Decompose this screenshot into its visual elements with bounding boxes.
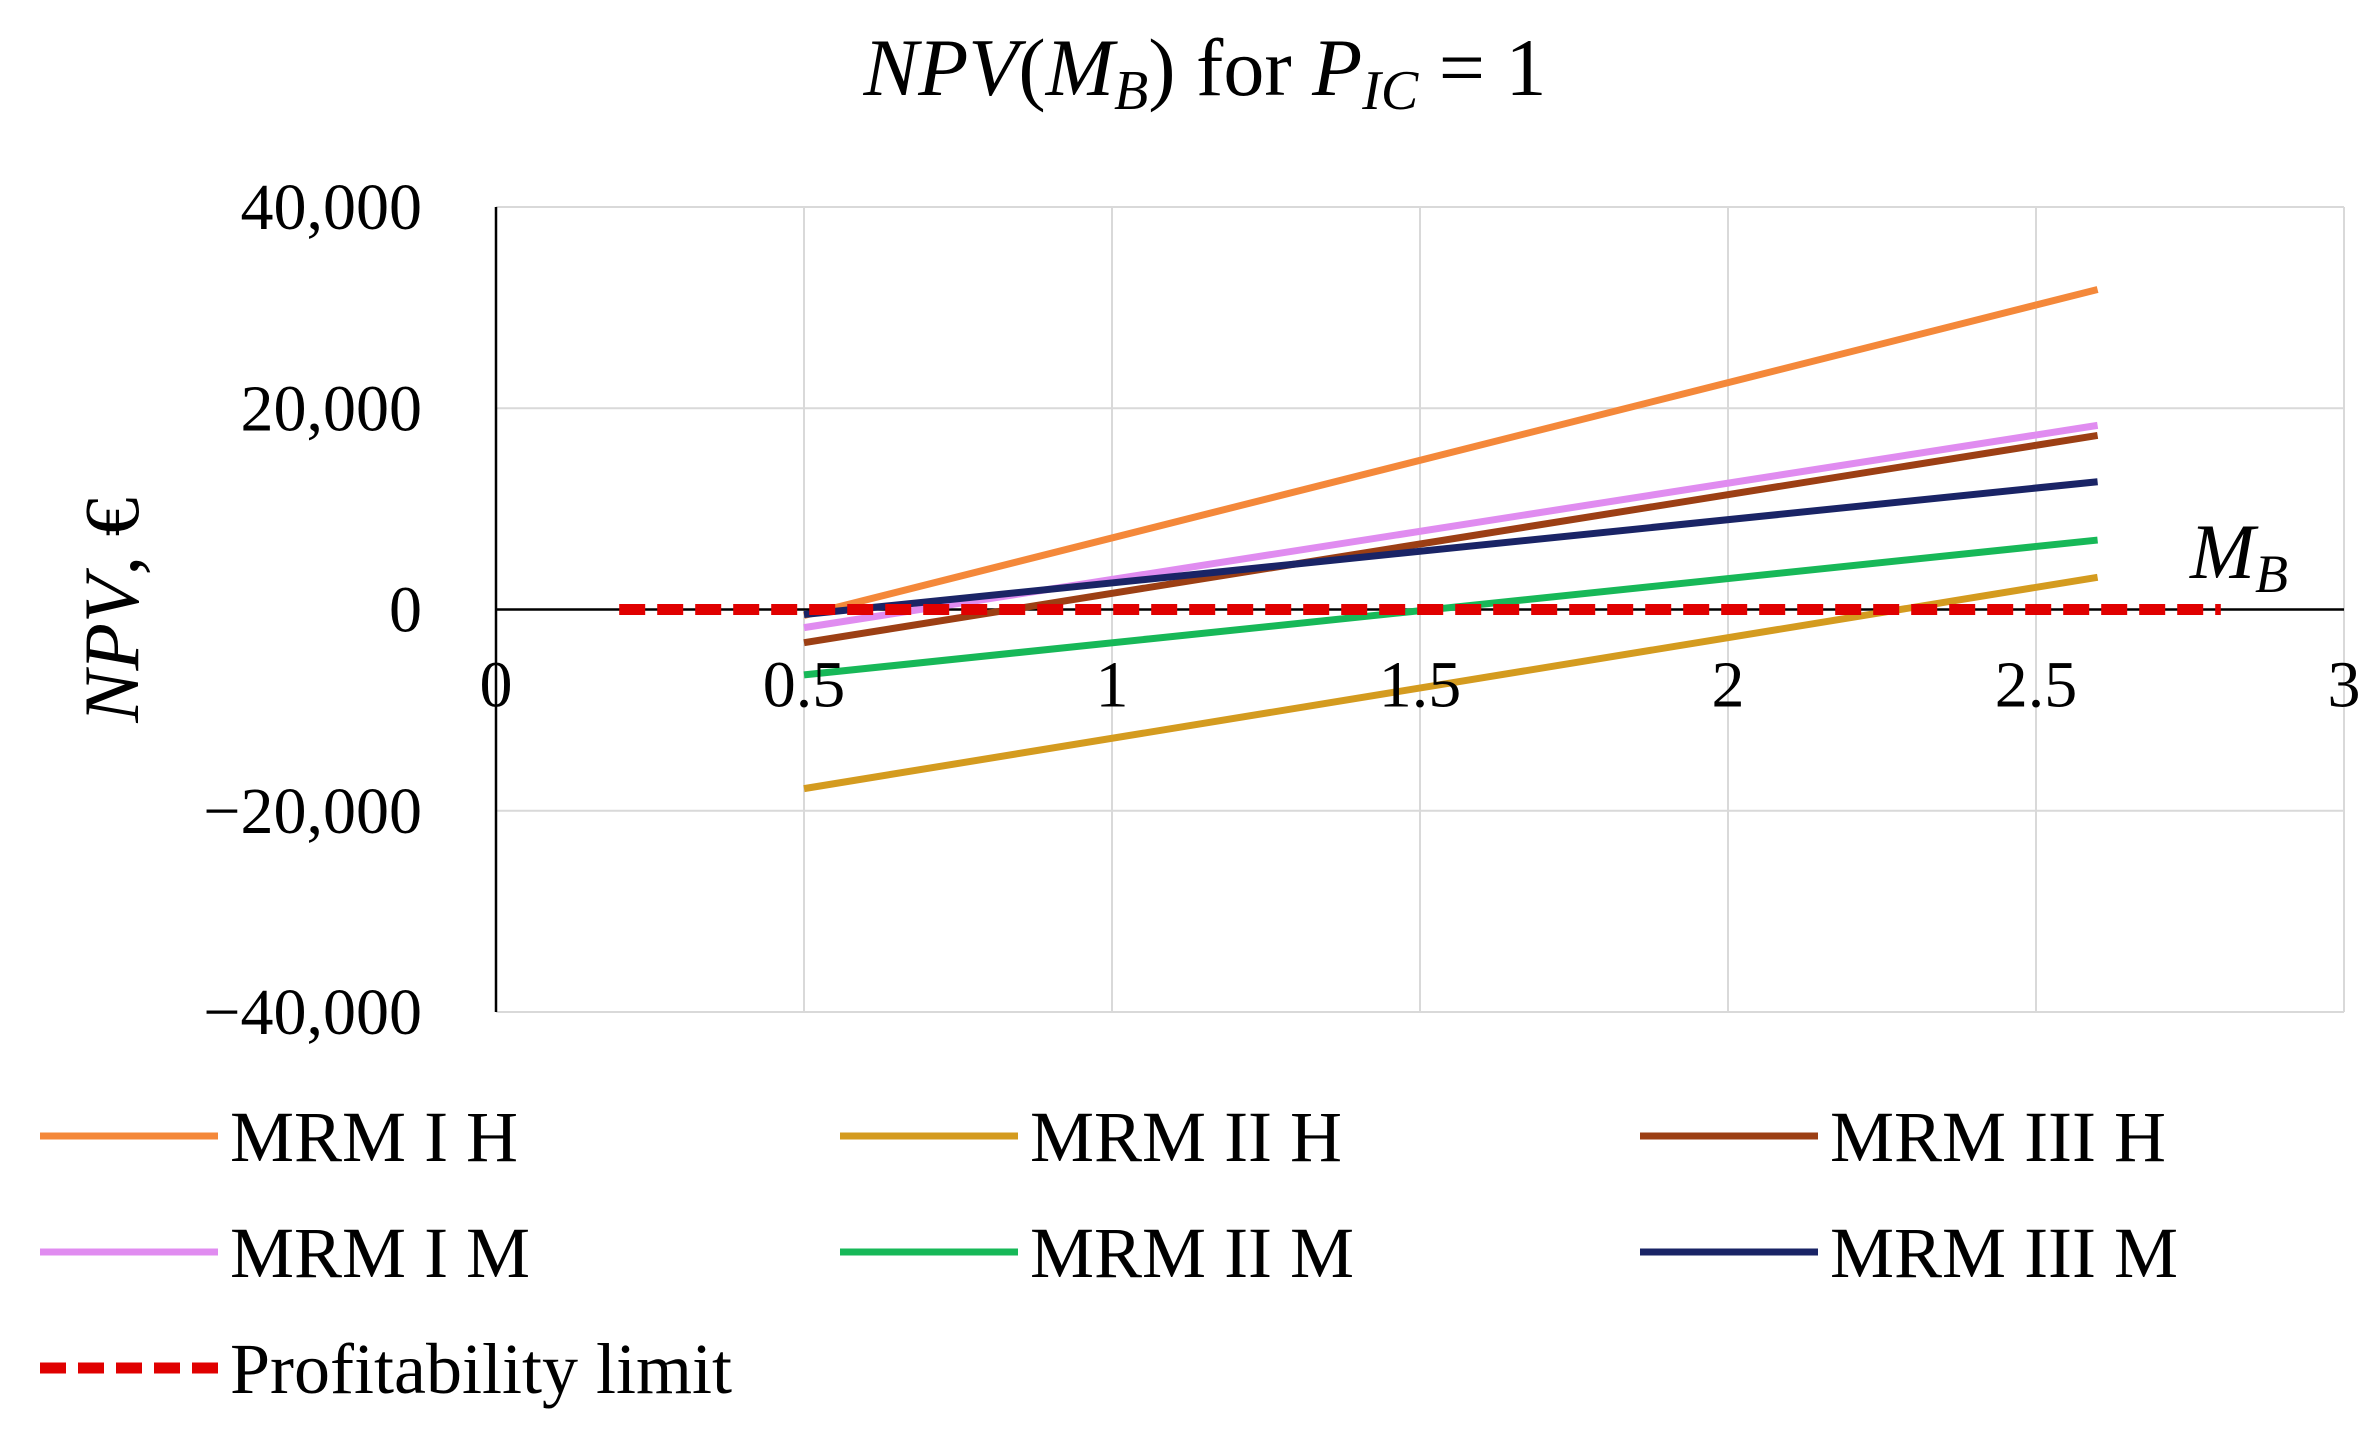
x-tick-label: 0 — [480, 649, 513, 722]
x-tick-label: 3 — [2328, 649, 2361, 722]
legend-label: Profitability limit — [230, 1329, 732, 1409]
x-tick-label: 1 — [1096, 649, 1129, 722]
title-paren-open: ( — [1018, 22, 1045, 113]
x-axis-title: MB — [2189, 508, 2288, 604]
legend-label: MRM II H — [1030, 1097, 1342, 1177]
y-tick-label: −20,000 — [203, 775, 422, 848]
legend-item: Profitability limit — [40, 1329, 732, 1409]
series-line — [803, 286, 2099, 619]
x-tick-label: 2 — [1712, 649, 1745, 722]
y-tick-label: 40,000 — [241, 171, 423, 244]
series-lines — [619, 286, 2221, 793]
legend: MRM I H MRM II H MRM III H MRM I M MRM II M M… — [40, 1097, 2178, 1409]
y-tick-label: −40,000 — [203, 976, 422, 1049]
legend-item: MRM III H — [1640, 1097, 2166, 1177]
legend-item: MRM III M — [1640, 1213, 2178, 1293]
x-tick-label: 0.5 — [763, 649, 846, 722]
legend-label: MRM I M — [230, 1213, 530, 1293]
legend-item: MRM I H — [40, 1097, 518, 1177]
legend-label: MRM I H — [230, 1097, 518, 1177]
x-axis-title-sub: B — [2255, 544, 2288, 604]
title-main: NPV — [863, 22, 1027, 113]
legend-item: MRM I M — [40, 1213, 530, 1293]
y-tick-label: 0 — [389, 574, 422, 647]
series-line — [803, 478, 2098, 619]
legend-label: MRM III H — [1830, 1097, 2166, 1177]
legend-label: MRM III M — [1830, 1213, 2178, 1293]
title-arg: M — [1045, 22, 1119, 113]
y-axis-title: NPV, € — [68, 497, 155, 723]
legend-item: MRM II M — [840, 1213, 1354, 1293]
legend-item: MRM II H — [840, 1097, 1342, 1177]
tick-labels: 0 0.5 1 1.5 2 2.5 3 40,000 20,000 0 −20,000 −40,000 — [203, 171, 2360, 1049]
title-param: P — [1311, 22, 1362, 113]
y-axis-title-suffix: , € — [68, 497, 155, 575]
y-tick-label: 20,000 — [241, 372, 423, 445]
x-axis-title-main: M — [2189, 508, 2259, 595]
y-axis-title-main: NPV — [68, 567, 155, 724]
title-arg-sub: B — [1114, 60, 1148, 122]
title-mid: for — [1176, 22, 1313, 113]
x-tick-label: 1.5 — [1379, 649, 1462, 722]
title-param-sub: IC — [1361, 60, 1419, 122]
title-suffix: = 1 — [1418, 22, 1546, 113]
x-tick-label: 2.5 — [1995, 649, 2078, 722]
chart-title: NPV(MB) for PIC = 1 — [863, 22, 1547, 122]
series-line — [803, 536, 2098, 679]
legend-label: MRM II M — [1030, 1213, 1354, 1293]
title-paren-close: ) — [1148, 22, 1175, 113]
